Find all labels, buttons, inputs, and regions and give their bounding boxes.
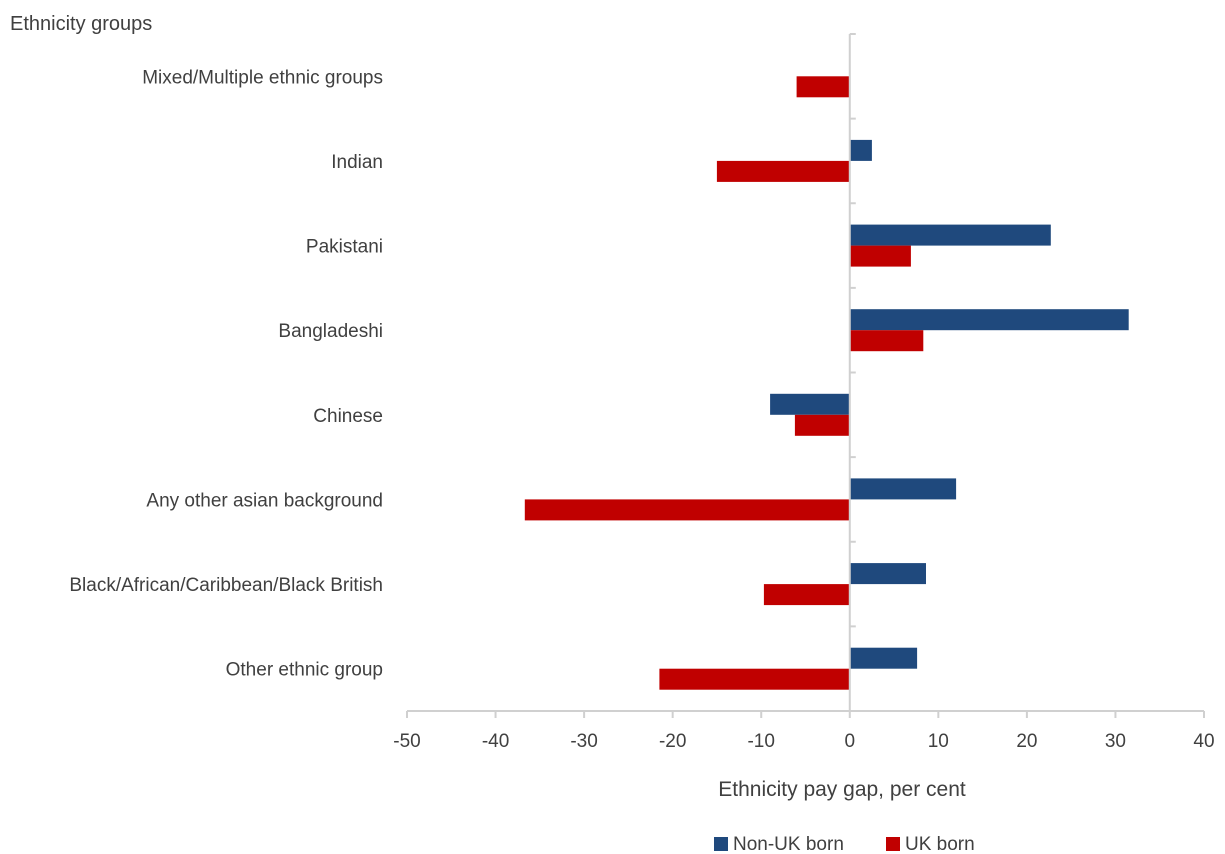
bar-uk-born-black-african-caribbean-black-british — [763, 584, 850, 606]
bar-non-uk-born-bangladeshi — [849, 309, 1129, 331]
category-label: Black/African/Caribbean/Black British — [69, 575, 383, 596]
x-tick-label: -30 — [570, 731, 597, 752]
bar-uk-born-any-other-asian-background — [524, 499, 850, 521]
category-label: Any other asian background — [146, 490, 383, 511]
x-tick-label: 10 — [928, 731, 949, 752]
x-tick-label: 40 — [1193, 731, 1214, 752]
legend: Non-UK born UK born — [714, 834, 975, 854]
legend-label-non-uk-born: Non-UK born — [733, 834, 844, 854]
x-tick-label: -10 — [747, 731, 774, 752]
bar-uk-born-pakistani — [849, 245, 911, 267]
x-tick-label: -40 — [482, 731, 509, 752]
bar-uk-born-mixed-multiple-ethnic-groups — [796, 76, 850, 98]
bar-non-uk-born-chinese — [770, 393, 850, 415]
category-labels: Mixed/Multiple ethnic groups Indian Pakist… — [69, 67, 383, 680]
bar-uk-born-indian — [716, 160, 850, 182]
bar-non-uk-born-any-other-asian-background — [849, 478, 957, 500]
y-axis-title: Ethnicity groups — [10, 13, 152, 35]
category-label: Other ethnic group — [226, 660, 383, 681]
bar-uk-born-other-ethnic-group — [659, 668, 850, 690]
bar-non-uk-born-black-african-caribbean-black-british — [849, 563, 926, 585]
tick-labels: -50 -40 -30 -20 -10 0 10 20 30 40 — [393, 731, 1214, 752]
category-label: Pakistani — [306, 237, 383, 258]
x-tick-label: 30 — [1105, 731, 1126, 752]
bar-non-uk-born-pakistani — [849, 224, 1051, 246]
category-label: Indian — [331, 152, 383, 173]
bar-non-uk-born-other-ethnic-group — [849, 647, 918, 669]
bar-uk-born-bangladeshi — [849, 330, 924, 352]
legend-swatch-non-uk-born — [714, 837, 728, 851]
x-tick-label: 0 — [845, 731, 856, 752]
x-tick-label: -20 — [659, 731, 686, 752]
category-label: Chinese — [313, 406, 383, 427]
legend-swatch-uk-born — [886, 837, 900, 851]
bars-group — [524, 76, 1129, 690]
x-tick-label: -50 — [393, 731, 420, 752]
x-axis-title: Ethnicity pay gap, per cent — [718, 778, 966, 801]
axes-group — [406, 33, 1205, 718]
bar-non-uk-born-indian — [849, 139, 872, 161]
legend-label-uk-born: UK born — [905, 834, 975, 854]
category-label: Mixed/Multiple ethnic groups — [142, 67, 383, 88]
bar-uk-born-chinese — [794, 414, 850, 436]
category-label: Bangladeshi — [278, 321, 383, 342]
x-tick-label: 20 — [1016, 731, 1037, 752]
